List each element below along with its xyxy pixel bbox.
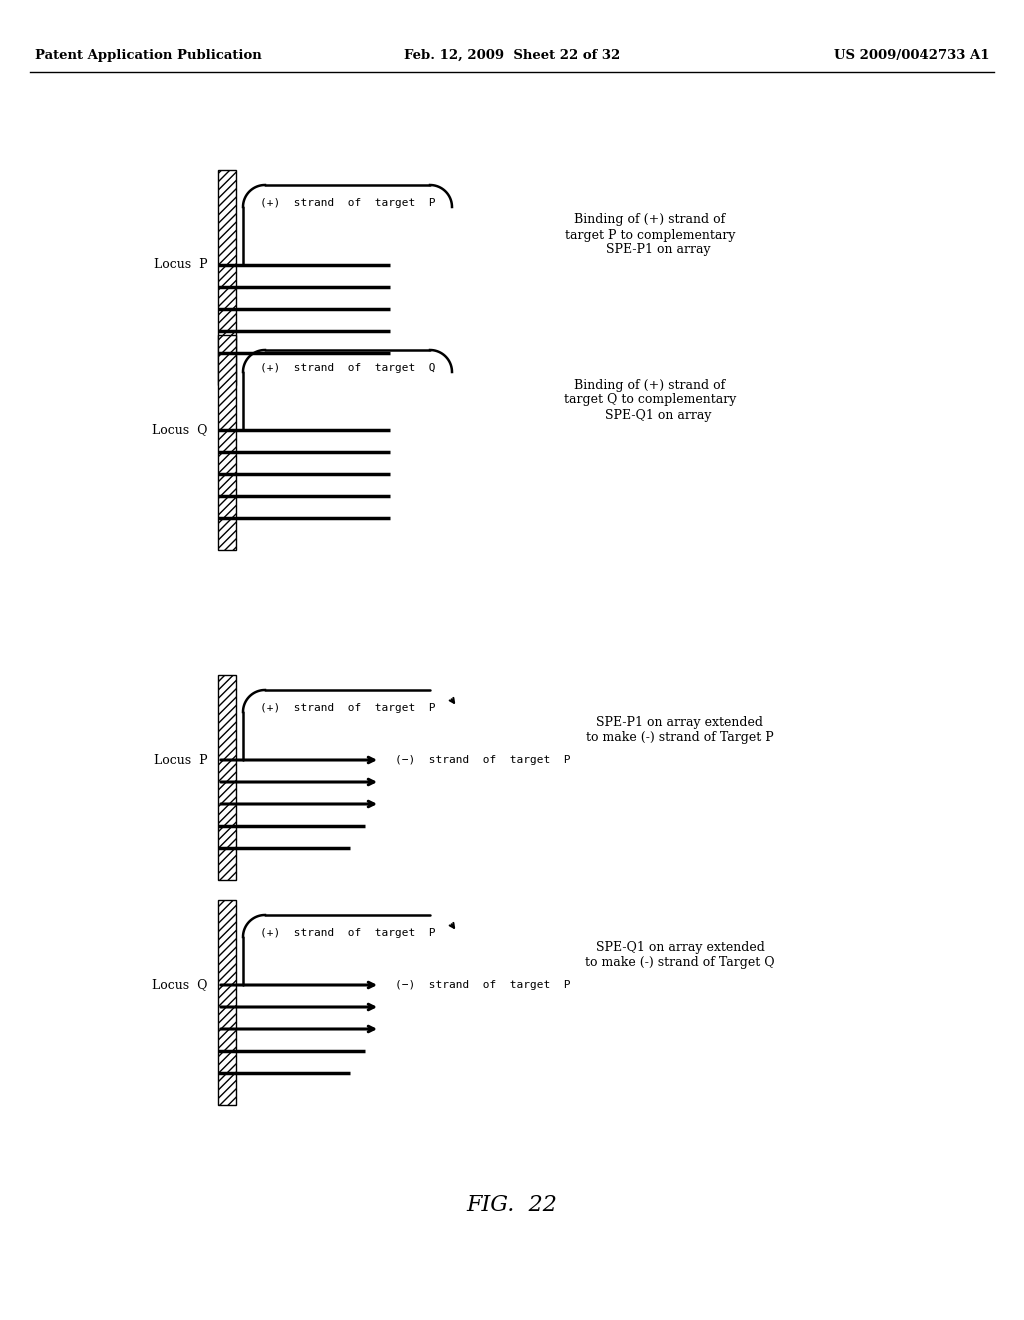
Text: FIG.  22: FIG. 22 [467, 1195, 557, 1216]
Text: (+)  strand  of  target  P: (+) strand of target P [260, 928, 435, 939]
Text: Locus  P: Locus P [155, 259, 208, 272]
Text: (−)  strand  of  target  P: (−) strand of target P [395, 979, 570, 990]
Bar [218, 900, 236, 1105]
Text: SPE-Q1 on array extended
to make (-) strand of Target Q: SPE-Q1 on array extended to make (-) str… [585, 941, 775, 969]
Text: (+)  strand  of  target  P: (+) strand of target P [260, 198, 435, 209]
Text: Feb. 12, 2009  Sheet 22 of 32: Feb. 12, 2009 Sheet 22 of 32 [403, 49, 621, 62]
Text: Locus  Q: Locus Q [153, 978, 208, 991]
Text: (−)  strand  of  target  P: (−) strand of target P [395, 755, 570, 766]
Text: US 2009/0042733 A1: US 2009/0042733 A1 [835, 49, 990, 62]
Text: SPE-P1 on array extended
to make (-) strand of Target P: SPE-P1 on array extended to make (-) str… [586, 715, 774, 744]
Bar [218, 675, 236, 880]
Text: Locus  Q: Locus Q [153, 424, 208, 437]
Bar [218, 335, 236, 550]
Text: Locus  P: Locus P [155, 754, 208, 767]
Text: Binding of (+) strand of
target P to complementary
    SPE-P1 on array: Binding of (+) strand of target P to com… [565, 214, 735, 256]
Text: (+)  strand  of  target  P: (+) strand of target P [260, 704, 435, 713]
Text: Patent Application Publication: Patent Application Publication [35, 49, 262, 62]
Bar [218, 170, 236, 385]
Text: (+)  strand  of  target  Q: (+) strand of target Q [260, 363, 435, 374]
Text: Binding of (+) strand of
target Q to complementary
    SPE-Q1 on array: Binding of (+) strand of target Q to com… [564, 379, 736, 421]
